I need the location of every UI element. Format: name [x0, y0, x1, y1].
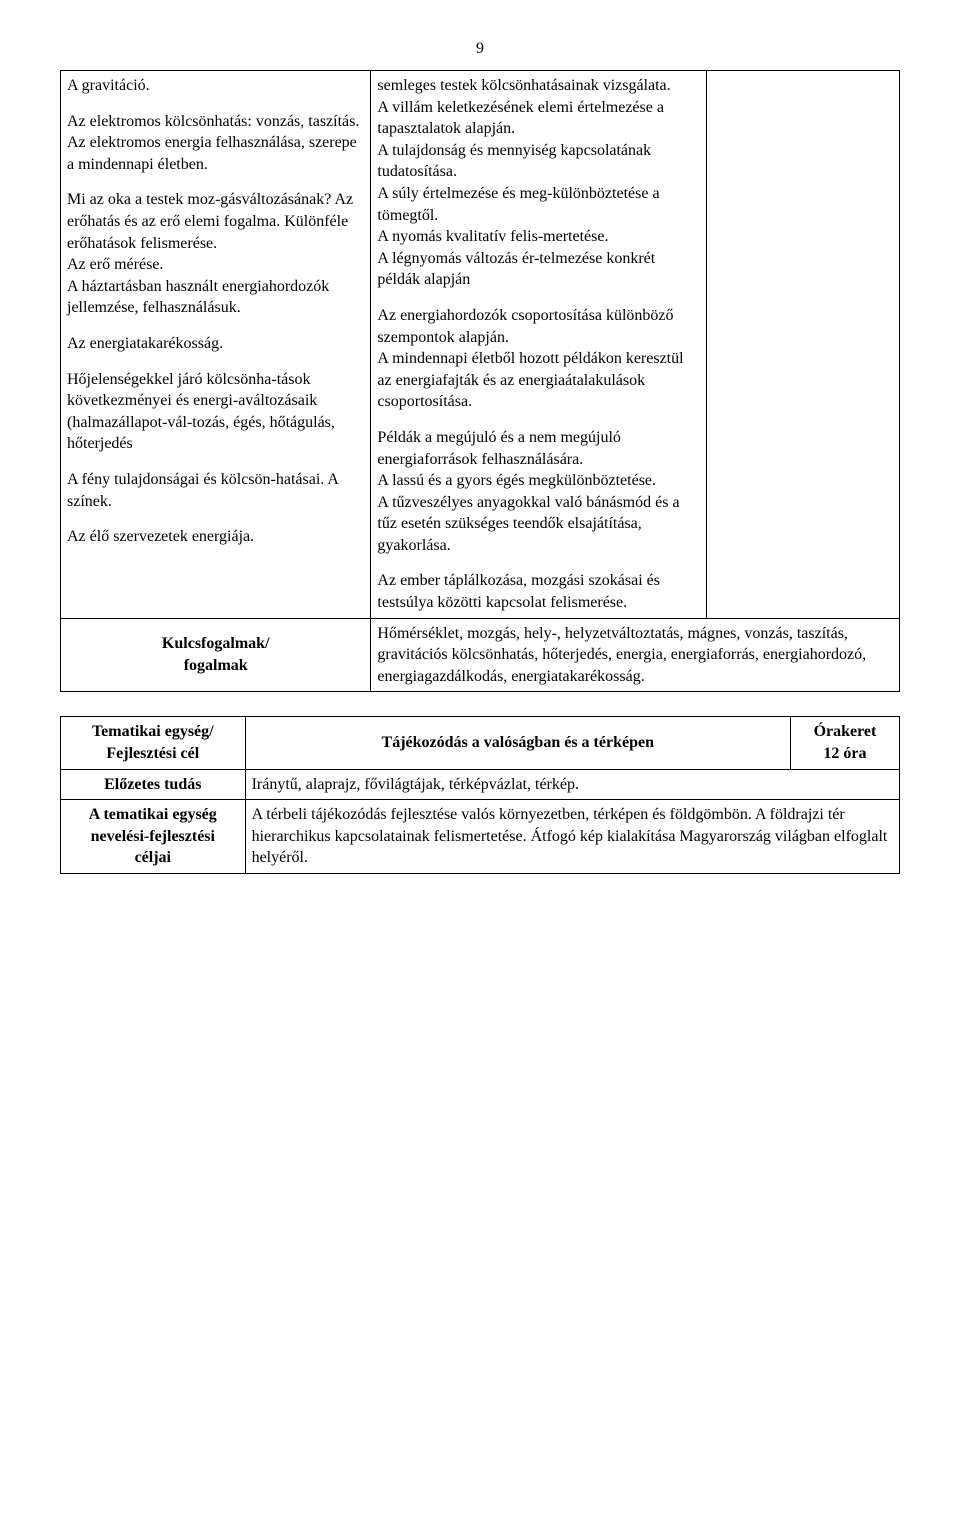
paragraph: semleges testek kölcsönhatásainak vizsgá… [377, 75, 700, 97]
paragraph: A villám keletkezésének elemi értelmezés… [377, 97, 700, 140]
goals-content-cell: A térbeli tájékozódás fejlesztése valós … [245, 800, 899, 874]
paragraph: Az élő szervezetek energiája. [67, 526, 364, 548]
cell-right-empty [707, 71, 900, 619]
paragraph: Az elektromos kölcsönhatás: vonzás, tasz… [67, 111, 364, 176]
paragraph: Az energiatakarékosság. [67, 333, 364, 355]
unit-hours-cell: Órakeret 12 óra [790, 717, 899, 769]
unit-label-cell: Tematikai egység/ Fejlesztési cél [61, 717, 246, 769]
paragraph: A gravitáció. [67, 75, 364, 97]
paragraph: A fény tulajdonságai és kölcsön-hatásai.… [67, 469, 364, 512]
hours-value: 12 óra [823, 745, 866, 762]
paragraph: A háztartásban használt energiahordozók … [67, 276, 364, 319]
paragraph: A nyomás kvalitatív felis-mertetése. [377, 226, 700, 248]
cell-middle-content: semleges testek kölcsönhatásainak vizsgá… [371, 71, 707, 619]
goals-label-line2: nevelési-fejlesztési [91, 828, 215, 845]
table-row: Előzetes tudás Iránytű, alaprajz, fővilá… [61, 769, 900, 800]
paragraph: Az ember táplálkozása, mozgási szokásai … [377, 570, 700, 613]
goals-label-line1: A tematikai egység [89, 806, 217, 823]
table-row: Kulcsfogalmak/ fogalmak Hőmérséklet, moz… [61, 618, 900, 692]
paragraph: Hőjelenségekkel járó kölcsönha-tások köv… [67, 369, 364, 455]
paragraph: A mindennapi életből hozott példákon ker… [377, 348, 700, 413]
kulcsfogalmak-label-line1: Kulcsfogalmak/ [162, 635, 270, 652]
unit-label-line1: Tematikai egység/ [92, 723, 214, 740]
goals-label-cell: A tematikai egység nevelési-fejlesztési … [61, 800, 246, 874]
paragraph: Mi az oka a testek moz-gásváltozásának? … [67, 189, 364, 254]
kulcsfogalmak-label-cell: Kulcsfogalmak/ fogalmak [61, 618, 371, 692]
page-number: 9 [60, 40, 900, 58]
page-container: 9 A gravitáció. Az elektromos kölcsönhat… [0, 0, 960, 914]
unit-info-table: Tematikai egység/ Fejlesztési cél Tájéko… [60, 716, 900, 874]
table-row: A gravitáció. Az elektromos kölcsönhatás… [61, 71, 900, 619]
paragraph: A súly értelmezése és meg-különböztetése… [377, 183, 700, 226]
kulcsfogalmak-content-cell: Hőmérséklet, mozgás, hely-, helyzetválto… [371, 618, 900, 692]
paragraph: Az energiahordozók csoportosítása különb… [377, 305, 700, 348]
paragraph: A tulajdonság és mennyiség kapcsolatának… [377, 140, 700, 183]
cell-left-content: A gravitáció. Az elektromos kölcsönhatás… [61, 71, 371, 619]
main-content-table: A gravitáció. Az elektromos kölcsönhatás… [60, 70, 900, 692]
paragraph: Példák a megújuló és a nem megújuló ener… [377, 427, 700, 470]
prior-knowledge-label: Előzetes tudás [61, 769, 246, 800]
table-row: A tematikai egység nevelési-fejlesztési … [61, 800, 900, 874]
paragraph: A lassú és a gyors égés megkülönböztetés… [377, 470, 700, 492]
goals-label-line3: céljai [135, 849, 171, 866]
paragraph: A légnyomás változás ér-telmezése konkré… [377, 248, 700, 291]
unit-label-line2: Fejlesztési cél [106, 745, 199, 762]
paragraph: A tűzveszélyes anyagokkal való bánásmód … [377, 492, 700, 557]
kulcsfogalmak-label-line2: fogalmak [184, 657, 248, 674]
hours-label: Órakeret [814, 723, 877, 740]
prior-knowledge-content: Iránytű, alaprajz, fővilágtájak, térképv… [245, 769, 899, 800]
paragraph: Az erő mérése. [67, 254, 364, 276]
unit-title-cell: Tájékozódás a valóságban és a térképen [245, 717, 790, 769]
table-row: Tematikai egység/ Fejlesztési cél Tájéko… [61, 717, 900, 769]
